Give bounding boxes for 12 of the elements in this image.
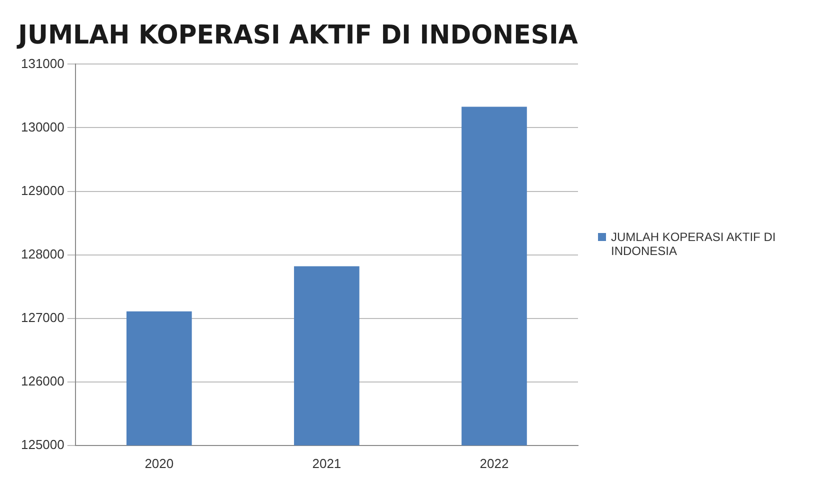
y-tick-label: 127000 — [20, 310, 64, 325]
y-tick-label: 130000 — [20, 119, 64, 134]
y-tick-label: 128000 — [20, 246, 64, 262]
y-tick-label: 125000 — [20, 436, 64, 452]
y-tick-label: 126000 — [20, 373, 64, 388]
x-tick-label: 2020 — [144, 456, 174, 471]
x-tick-label: 2022 — [480, 456, 509, 471]
legend-label: JUMLAH KOPERASI AKTIF DI INDONESIA — [611, 230, 777, 258]
chart-title: JUMLAH KOPERASI AKTIF DI INDONESIA — [16, 20, 578, 50]
y-tick-label: 129000 — [20, 182, 64, 198]
x-tick-label: 2021 — [312, 456, 342, 471]
y-tick-label: 131000 — [20, 56, 64, 71]
